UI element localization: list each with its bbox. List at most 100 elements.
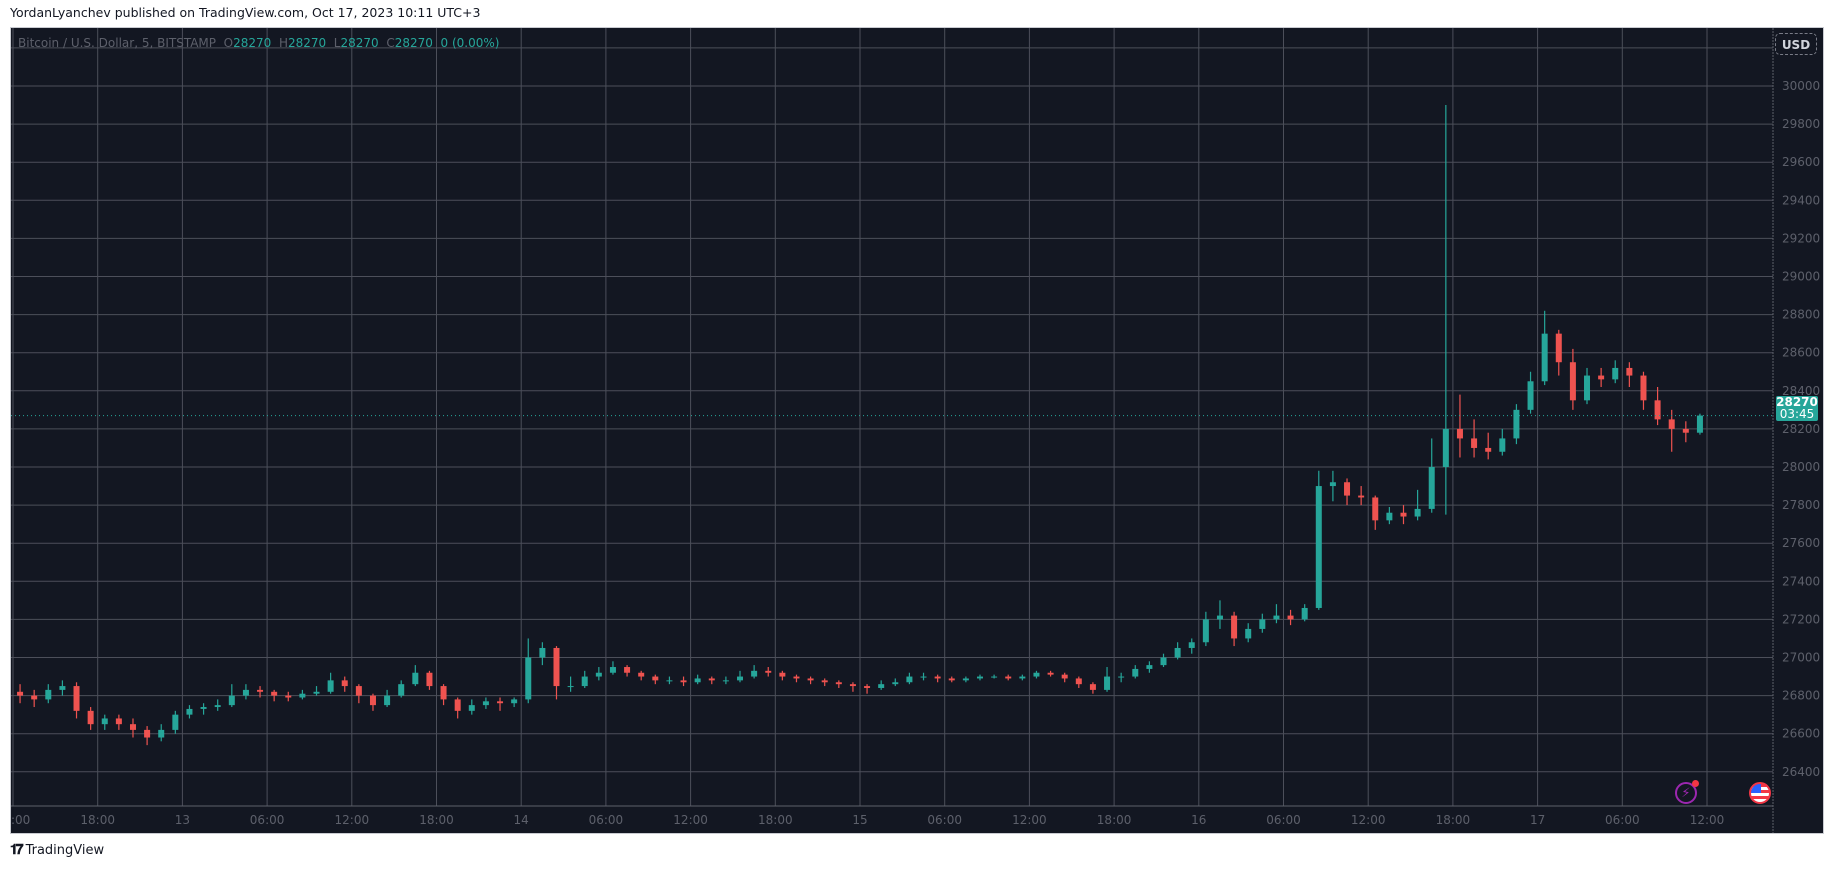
time-tick-label: 06:00 — [250, 813, 285, 827]
price-tick-label: 29400 — [1782, 193, 1820, 207]
candle-body — [369, 695, 376, 706]
notification-dot — [1692, 780, 1699, 787]
candle-body — [751, 670, 758, 677]
candle-body — [1682, 428, 1689, 433]
candle-body — [1160, 657, 1167, 666]
high-label: H — [278, 36, 288, 50]
candle-body — [1598, 375, 1605, 380]
candle-body — [948, 678, 955, 681]
candle-body — [129, 724, 136, 730]
time-tick-label: 06:00 — [1605, 813, 1640, 827]
candle-body — [341, 680, 348, 687]
tradingview-logo[interactable]: 𝟏𝟕 TradingView — [10, 842, 104, 858]
candle-body — [708, 678, 715, 681]
published-caption: YordanLyanchev published on TradingView.… — [10, 5, 481, 20]
candle-body — [1315, 486, 1322, 608]
candle-body — [1019, 676, 1026, 679]
candle-body — [976, 676, 983, 679]
candle-body — [1344, 482, 1351, 496]
candle-body — [384, 695, 391, 706]
candle-body — [1301, 607, 1308, 620]
time-tick-label: 06:00 — [927, 813, 962, 827]
time-tick-label: 12:00 — [335, 813, 370, 827]
candle-body — [666, 680, 673, 682]
us-flag-icon[interactable] — [1749, 782, 1771, 804]
candle-body — [793, 676, 800, 679]
candle-body — [962, 678, 969, 681]
open-label: O — [223, 36, 234, 50]
candle-body — [652, 676, 659, 681]
candle-body — [779, 672, 786, 677]
candle-body — [144, 729, 151, 738]
candle-body — [115, 718, 122, 725]
candle-body — [440, 686, 447, 700]
candle-body — [355, 686, 362, 696]
price-tick-label: 27800 — [1782, 498, 1820, 512]
candle-body — [45, 689, 52, 700]
candle-body — [87, 710, 94, 725]
currency-button[interactable]: USD — [1775, 33, 1817, 55]
candle-body — [878, 684, 885, 688]
candlestick-chart[interactable]: 26400 26600 26800 27000 27200 27400 27600 27800… — [11, 28, 1824, 834]
candle-body — [1329, 482, 1336, 487]
price-tick-label: 28800 — [1782, 308, 1820, 322]
candle-body — [511, 699, 518, 704]
time-tick-label: 06:00 — [1266, 813, 1301, 827]
candle-body — [412, 672, 419, 685]
time-tick-label: 12:00 — [1012, 813, 1047, 827]
last-price-value: 28270 — [1776, 395, 1818, 409]
candle-body — [1513, 409, 1520, 439]
last-price-label: 28270 03:45 — [1776, 396, 1818, 421]
time-tick-label: 18:00 — [419, 813, 454, 827]
time-tick-label: 13 — [175, 813, 190, 827]
chart-panel[interactable]: 26400 26600 26800 27000 27200 27400 27600 27800… — [10, 27, 1824, 834]
candle-body — [1245, 628, 1252, 639]
time-tick-label: 18:00 — [1436, 813, 1471, 827]
price-tick-label: 26600 — [1782, 727, 1820, 741]
candle-body — [482, 701, 489, 706]
candle-body — [1456, 428, 1463, 439]
price-tick-label: 28400 — [1782, 384, 1820, 398]
candle-body — [172, 714, 179, 730]
candle-body — [1584, 375, 1591, 401]
candle-body — [1202, 619, 1209, 643]
price-tick-label: 29000 — [1782, 270, 1820, 284]
candle-body — [694, 678, 701, 683]
candle-body — [158, 729, 165, 738]
candle-body — [1033, 672, 1040, 677]
bar-countdown: 03:45 — [1779, 407, 1815, 421]
candle-body — [567, 686, 574, 688]
candle-body — [327, 680, 334, 692]
candle-body — [1527, 381, 1534, 410]
time-tick-label: 18:00 — [1097, 813, 1132, 827]
candle-body — [285, 695, 292, 698]
symbol-title[interactable]: Bitcoin / U.S. Dollar, 5, BITSTAMP — [18, 36, 217, 50]
candle-body — [1372, 497, 1379, 521]
candle-body — [1188, 642, 1195, 648]
candle-body — [1386, 512, 1393, 521]
time-tick-label: 14 — [514, 813, 529, 827]
candle-body — [1485, 447, 1492, 452]
price-tick-label: 28200 — [1782, 422, 1820, 436]
close-label: C — [386, 36, 395, 50]
lightning-icon[interactable]: ⚡ — [1675, 780, 1699, 804]
candle-body — [186, 708, 193, 715]
candle-body — [1259, 619, 1266, 629]
candle-body — [454, 699, 461, 711]
candle-body — [1216, 615, 1223, 620]
candle-body — [1555, 333, 1562, 363]
change-value: 0 (0.00%) — [440, 36, 500, 50]
candle-body — [228, 695, 235, 706]
open-value: 28270 — [233, 36, 272, 50]
price-tick-label: 29600 — [1782, 155, 1820, 169]
candle-body — [1061, 674, 1068, 679]
price-tick-label: 27600 — [1782, 536, 1820, 550]
candle-body — [765, 670, 772, 673]
candle-body — [1174, 647, 1181, 658]
candle-body — [1273, 615, 1280, 620]
price-tick-label: 28000 — [1782, 460, 1820, 474]
time-tick-label: 16 — [1191, 813, 1206, 827]
candle-body — [807, 678, 814, 681]
price-tick-label: 30000 — [1782, 79, 1820, 93]
candle-body — [849, 684, 856, 687]
